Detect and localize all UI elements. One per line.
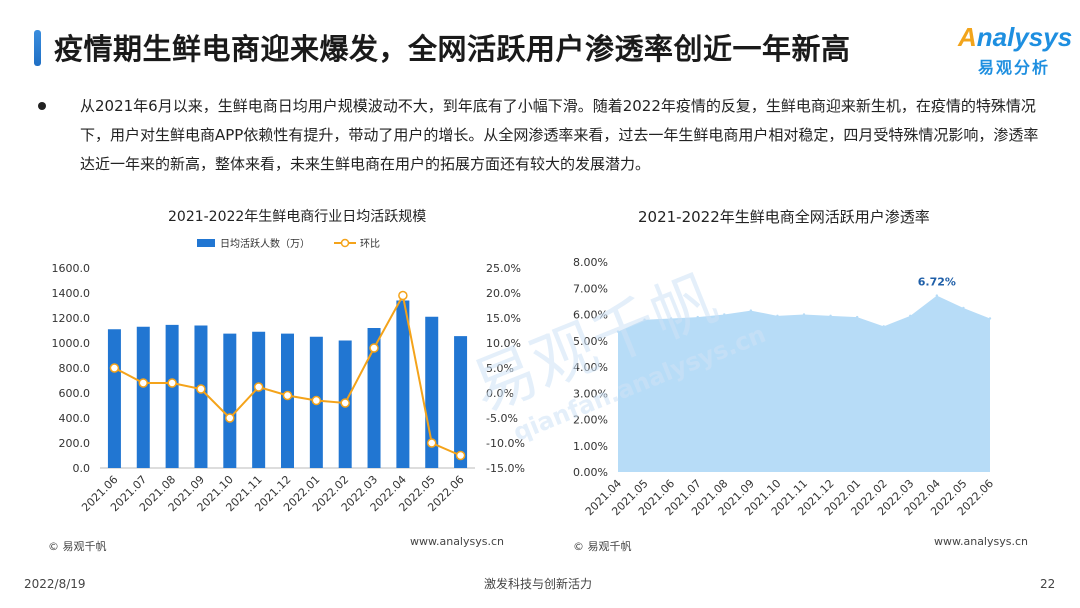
y2-tick-label: 5.0% (486, 362, 514, 375)
y2-tick-label: 15.0% (486, 312, 521, 325)
bar (165, 324, 179, 468)
penetration-point (723, 313, 726, 316)
y-tick-label: 3.00% (573, 387, 608, 400)
bullet-dot-icon (38, 102, 46, 110)
penetration-point (616, 330, 620, 333)
bar (396, 300, 410, 468)
logo-subtitle: 易观分析 (978, 58, 1051, 77)
page-title: 疫情期生鲜电商迎来爆发，全网活跃用户渗透率创近一年新高 (54, 32, 851, 66)
mom-point (369, 343, 379, 353)
y-tick-label: 400.0 (59, 412, 91, 425)
y2-tick-label: 10.0% (486, 337, 521, 350)
penetration-point (935, 294, 939, 297)
right-url: www.analysys.cn (934, 535, 1028, 548)
y-tick-label: 600.0 (59, 387, 91, 400)
penetration-point (776, 314, 779, 318)
penetration-point (802, 313, 806, 316)
penetration-point (962, 306, 965, 310)
footer-slogan: 激发科技与创新活力 (484, 577, 593, 591)
mom-point (426, 438, 437, 448)
left-chart-title: 2021-2022年生鲜电商行业日均活跃规模 (168, 209, 427, 225)
y2-tick-label: 0.0% (486, 387, 514, 400)
y2-tick-label: -15.0% (486, 462, 525, 475)
y-tick-label: 800.0 (59, 362, 91, 375)
penetration-point (855, 315, 859, 319)
penetration-point (909, 314, 912, 318)
bar (107, 329, 121, 468)
penetration-rate-chart: 8.00% 7.00% 6.00% 5.00% 4.00% 3.00% 2.00% 1.00%… (573, 256, 996, 518)
y-tick-label: 5.00% (573, 335, 608, 348)
penetration-point (749, 309, 753, 312)
mom-point (311, 395, 322, 406)
penetration-point (696, 315, 699, 319)
y-tick-label: 1600.0 (52, 262, 91, 275)
bar (367, 328, 381, 468)
bar (194, 325, 208, 468)
mom-point (225, 413, 235, 423)
analysys-logo: Analysys 易观分析 (958, 22, 1072, 80)
legend-bar-swatch (197, 239, 215, 247)
y-tick-label: 1200.0 (52, 312, 91, 325)
legend-bar-label: 日均活跃人数（万） (220, 237, 310, 250)
logo-wordmark: Analysys (958, 22, 1073, 52)
bar (223, 333, 237, 468)
y-tick-label: 1.00% (573, 440, 608, 453)
y2-tick-label: -10.0% (486, 437, 525, 450)
mom-point (340, 398, 350, 408)
legend-line-marker (340, 238, 350, 248)
mom-point (109, 363, 120, 373)
legend-line-label: 环比 (360, 238, 380, 250)
mom-point (138, 378, 149, 388)
y-tick-label: 200.0 (59, 437, 91, 450)
penetration-point (882, 325, 885, 328)
bar (454, 336, 468, 468)
y-tick-label: 7.00% (573, 282, 608, 295)
daily-active-chart: 日均活跃人数（万） 环比 1600.0 1400.0 1200.0 1000.0 800.0… (52, 237, 525, 514)
y2-tick-label: -5.0% (486, 412, 518, 425)
mom-point (253, 382, 264, 392)
footer-date: 2022/8/19 (24, 577, 86, 591)
y-tick-label: 1400.0 (52, 287, 91, 300)
penetration-area (618, 295, 990, 472)
bar (281, 333, 294, 468)
mom-point (167, 378, 177, 388)
y2-tick-label: 25.0% (486, 262, 521, 275)
penetration-point (829, 314, 832, 318)
mom-point (282, 390, 293, 401)
peak-annotation: 6.72% (918, 276, 956, 289)
y-tick-label: 6.00% (573, 309, 608, 322)
y-tick-label: 0.0 (73, 462, 91, 475)
y-tick-label: 0.00% (573, 466, 608, 479)
y-tick-label: 8.00% (573, 256, 608, 269)
title-accent-bar (34, 30, 41, 66)
left-source: © 易观千帆 (48, 540, 107, 553)
penetration-point (988, 317, 992, 320)
y-tick-label: 4.00% (573, 361, 608, 374)
bar (252, 331, 266, 468)
mom-point (196, 384, 206, 394)
bar (136, 326, 150, 468)
mom-point (455, 450, 466, 461)
penetration-point (643, 318, 646, 321)
right-source: © 易观千帆 (573, 540, 632, 553)
page-number: 22 (1040, 577, 1056, 591)
left-url: www.analysys.cn (410, 535, 504, 548)
y-tick-label: 2.00% (573, 414, 608, 427)
penetration-point (669, 317, 673, 320)
summary-paragraph: 从2021年6月以来，生鲜电商日均用户规模波动不大，到年底有了小幅下滑。随着20… (80, 97, 1039, 173)
right-chart-title: 2021-2022年生鲜电商全网活跃用户渗透率 (638, 208, 930, 226)
y2-tick-label: 20.0% (486, 287, 521, 300)
mom-point (398, 290, 408, 301)
y-tick-label: 1000.0 (52, 337, 91, 350)
